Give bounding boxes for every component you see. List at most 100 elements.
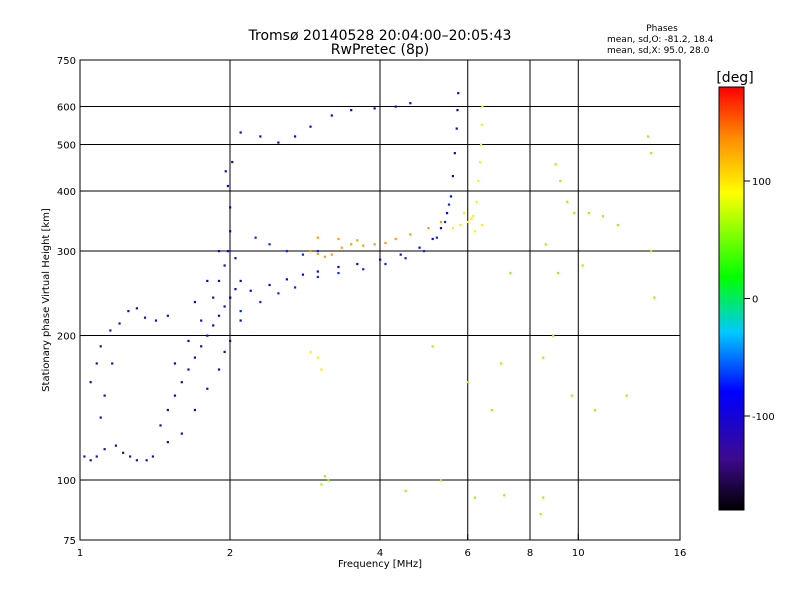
data-point [122,451,125,454]
data-point [463,212,466,215]
chart-title: Tromsø 20140528 20:04:00–20:05:43 [248,28,512,44]
data-point [509,271,512,275]
data-point [301,253,305,256]
data-point [145,459,148,462]
data-point [95,362,98,365]
x-tick-label: 4 [377,548,383,559]
data-point [226,250,230,253]
data-point [570,394,573,397]
data-point [316,356,319,359]
data-point [217,250,221,253]
data-point [337,265,340,269]
data-point [542,496,545,499]
data-point [99,416,102,419]
colorbar-tick-label: 0 [752,295,758,306]
data-point [212,296,215,299]
data-point [103,394,106,397]
data-point [206,387,209,390]
data-point [239,319,242,322]
data-point [581,264,584,267]
data-point [259,135,262,138]
data-point [473,230,477,233]
data-point [323,474,327,478]
x-axis-ticks: 1 2 4 6 8 10 16 [77,534,687,559]
data-point [200,319,203,322]
data-point [316,270,319,273]
data-point [293,286,297,289]
data-point [457,92,460,95]
grid-lines [80,60,680,540]
data-point [601,214,605,218]
data-point [89,459,92,462]
data-point [143,316,147,319]
data-point [268,243,271,246]
data-point [226,184,230,188]
data-point [559,179,562,183]
data-point [301,273,305,276]
data-point [542,356,545,359]
data-point [118,322,121,325]
y-tick-label: 100 [57,476,76,487]
data-point [456,109,459,112]
data-point [439,479,443,482]
data-point [159,424,162,427]
colorbar-tick-label: 100 [752,177,771,188]
data-point [399,253,402,256]
x-tick-label: 10 [572,548,585,559]
data-point [539,512,542,516]
data-point [89,381,92,384]
data-point [206,334,209,337]
data-point [229,206,232,209]
data-point [435,236,438,239]
y-tick-label: 300 [57,247,76,258]
data-point [404,257,407,260]
data-point [479,160,482,164]
data-point [316,275,319,279]
data-point [443,220,447,224]
data-point [180,381,183,384]
data-point [431,237,434,241]
data-point [212,324,215,327]
x-tick-label: 6 [465,548,471,559]
data-point [409,102,412,105]
data-point [217,314,221,317]
colorbar [718,86,745,511]
data-point [616,223,619,227]
phase-stats-o: mean, sd,O: -81.2, 18.4 [607,35,714,45]
data-point [166,408,169,412]
data-point [356,262,359,266]
data-point [373,243,376,246]
data-point [409,233,412,236]
x-tick-label: 16 [674,548,687,559]
data-point [481,105,484,108]
data-point [316,250,319,253]
data-point [166,441,169,444]
data-point [554,163,557,166]
data-point [447,203,451,206]
data-point [544,243,547,246]
data-point [285,250,288,253]
data-point [445,212,449,215]
data-point [154,319,158,322]
data-point [135,307,138,310]
x-tick-label: 1 [77,548,83,559]
y-tick-label: 750 [57,56,76,67]
data-point [422,250,426,253]
data-point [180,432,183,435]
data-point [151,455,155,458]
data-point [239,309,242,313]
data-point [268,283,271,287]
data-point [259,300,262,304]
data-point [234,288,237,291]
colorbar-ticks: 100 0 -100 [744,177,775,423]
y-tick-label: 200 [57,332,76,343]
data-point [200,345,203,348]
data-point [480,223,483,227]
data-point [566,200,569,203]
data-point [362,268,365,271]
data-point [114,444,118,447]
x-tick-label: 2 [227,548,233,559]
data-point [224,170,227,173]
data-points [83,92,656,516]
data-point [459,223,462,227]
